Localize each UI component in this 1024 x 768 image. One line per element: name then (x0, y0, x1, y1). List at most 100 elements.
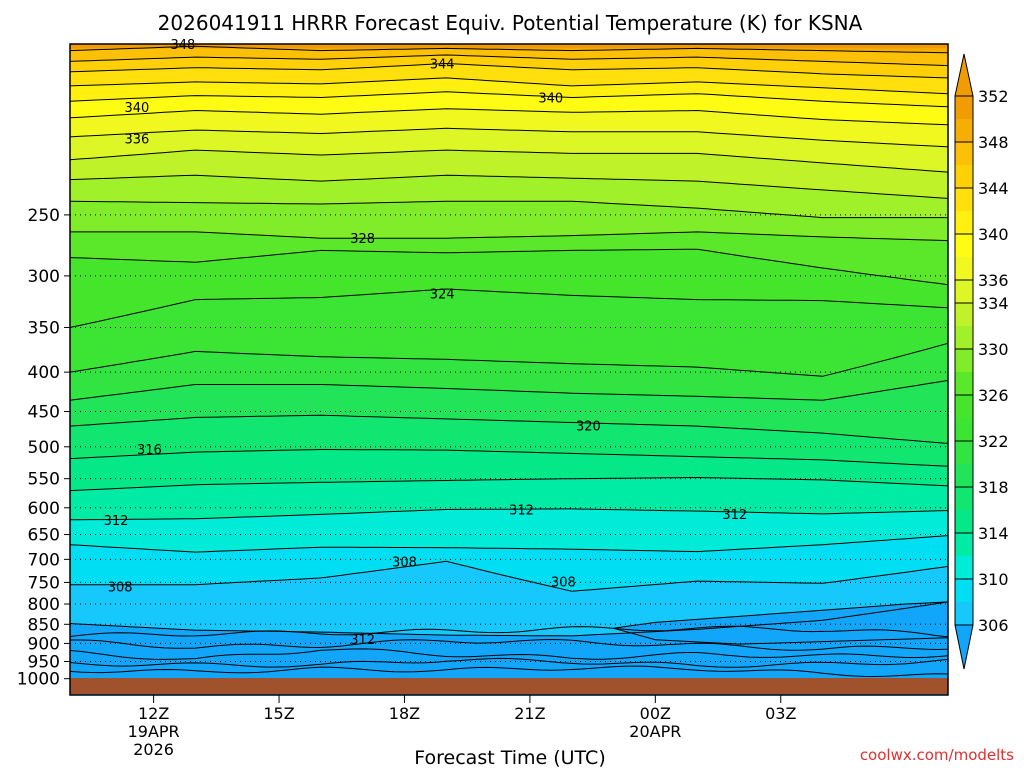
colorbar-swatch-350 (955, 119, 973, 142)
x-tick-sublabel: 2026 (133, 740, 174, 759)
contour-label-312: 312 (722, 508, 747, 523)
y-tick-label-800: 800 (28, 595, 60, 615)
colorbar-label-344: 344 (978, 179, 1009, 198)
contour-336 (69, 127, 949, 148)
contour-low-2 (69, 648, 949, 660)
y-tick-label-850: 850 (28, 615, 60, 635)
pressure-axis: 2503003504004505005506006507007508008509… (17, 206, 70, 690)
colorbar-label-326: 326 (978, 386, 1009, 405)
y-tick-label-450: 450 (28, 403, 60, 423)
contour-320 (69, 379, 949, 401)
contour-332 (69, 174, 949, 199)
colorbar-top-arrow (954, 53, 974, 97)
contour-label-312: 312 (350, 633, 375, 648)
x-tick-label-15Z: 15Z (263, 704, 294, 723)
contour-324 (69, 288, 949, 328)
colorbar-label-314: 314 (978, 524, 1009, 543)
y-tick-label-550: 550 (28, 470, 60, 490)
contour-label-340: 340 (538, 91, 563, 106)
contour-label-336: 336 (124, 133, 149, 148)
x-tick-label-03Z: 03Z (765, 704, 796, 723)
colorbar-swatch-310 (955, 579, 973, 602)
x-tick-label-21Z: 21Z (514, 704, 545, 723)
y-tick-label-400: 400 (28, 363, 60, 383)
colorbar-swatch-328 (955, 372, 973, 395)
contour-low-0 (69, 625, 949, 638)
contour-306 (69, 601, 949, 637)
colorbar-bottom-arrow (954, 624, 974, 670)
contour-348 (69, 45, 949, 54)
contour-346 (69, 54, 949, 67)
y-tick-label-750: 750 (28, 573, 60, 593)
contour-314 (69, 476, 949, 492)
contour-label-316: 316 (137, 443, 162, 458)
colorbar-swatch-344 (955, 188, 973, 211)
colorbar-swatch-312 (955, 556, 973, 579)
contour-label-308: 308 (392, 555, 417, 570)
colorbar-swatch-326 (955, 395, 973, 418)
colorbar-label-334: 334 (978, 294, 1009, 313)
colorbar-swatch-338 (955, 257, 973, 280)
chart-title: 2026041911 HRRR Forecast Equiv. Potentia… (158, 11, 863, 35)
contour-308 (70, 560, 949, 592)
contour-low-4 (69, 665, 949, 678)
contour-label-328: 328 (350, 232, 375, 247)
x-tick-label-18Z: 18Z (389, 704, 420, 723)
colorbar-swatch-318 (955, 487, 973, 510)
contour-low-1 (70, 638, 949, 651)
x-tick-label-12Z: 12Z (138, 704, 169, 723)
colorbar: 306 310 314 318 322 326 330 334 336 340 344 348 352 (954, 53, 1009, 670)
y-tick-label-600: 600 (28, 499, 60, 519)
x-axis-label: Forecast Time (UTC) (414, 747, 605, 768)
colorbar-swatch-324 (955, 418, 973, 441)
contour-342 (69, 77, 949, 95)
colorbar-label-322: 322 (978, 432, 1009, 451)
colorbar-swatch-348 (955, 142, 973, 165)
colorbar-swatch-308 (955, 602, 973, 625)
theta-e-contour-lines (69, 45, 949, 678)
y-tick-label-300: 300 (28, 267, 60, 287)
colorbar-swatch-330 (955, 349, 973, 372)
contour-label-324: 324 (430, 287, 455, 302)
contour-338 (69, 108, 949, 126)
colorbar-swatch-346 (955, 165, 973, 188)
y-tick-label-650: 650 (28, 526, 60, 546)
y-tick-label-500: 500 (28, 438, 60, 458)
contour-label-344: 344 (430, 57, 455, 72)
contour-344 (69, 62, 949, 79)
credit-text: coolwx.com/modelts (860, 746, 1014, 764)
contour-label-308: 308 (108, 580, 133, 595)
y-tick-label-700: 700 (28, 550, 60, 570)
colorbar-label-318: 318 (978, 478, 1009, 497)
plot-frame (69, 43, 949, 696)
colorbar-label-310: 310 (978, 570, 1009, 589)
colorbar-label-340: 340 (978, 225, 1009, 244)
contour-label-312: 312 (509, 503, 534, 518)
y-tick-label-250: 250 (28, 206, 60, 226)
colorbar-label-352: 352 (978, 87, 1009, 106)
y-tick-label-1000: 1000 (17, 670, 60, 690)
y-tick-label-900: 900 (28, 634, 60, 654)
colorbar-label-306: 306 (978, 616, 1009, 635)
colorbar-swatch-342 (955, 211, 973, 234)
colorbar-label-348: 348 (978, 133, 1009, 152)
colorbar-label-336: 336 (978, 271, 1009, 290)
contour-label-308: 308 (551, 576, 576, 591)
contour-334 (69, 149, 949, 173)
colorbar-swatch-334 (955, 303, 973, 326)
colorbar-swatch-316 (955, 510, 973, 533)
contour-322 (69, 342, 949, 377)
colorbar-label-330: 330 (978, 340, 1009, 359)
contour-312 (69, 508, 949, 521)
colorbar-swatch-336 (955, 280, 973, 303)
theta-e-fill-bands (70, 44, 949, 695)
colorbar-swatch-340 (955, 234, 973, 257)
x-tick-label-00Z: 00Z (640, 704, 671, 723)
colorbar-swatch-332 (955, 326, 973, 349)
contour-326 (69, 248, 949, 286)
contour-label-312: 312 (104, 514, 129, 529)
contour-low-3 (69, 657, 949, 668)
ground-band (70, 678, 948, 694)
